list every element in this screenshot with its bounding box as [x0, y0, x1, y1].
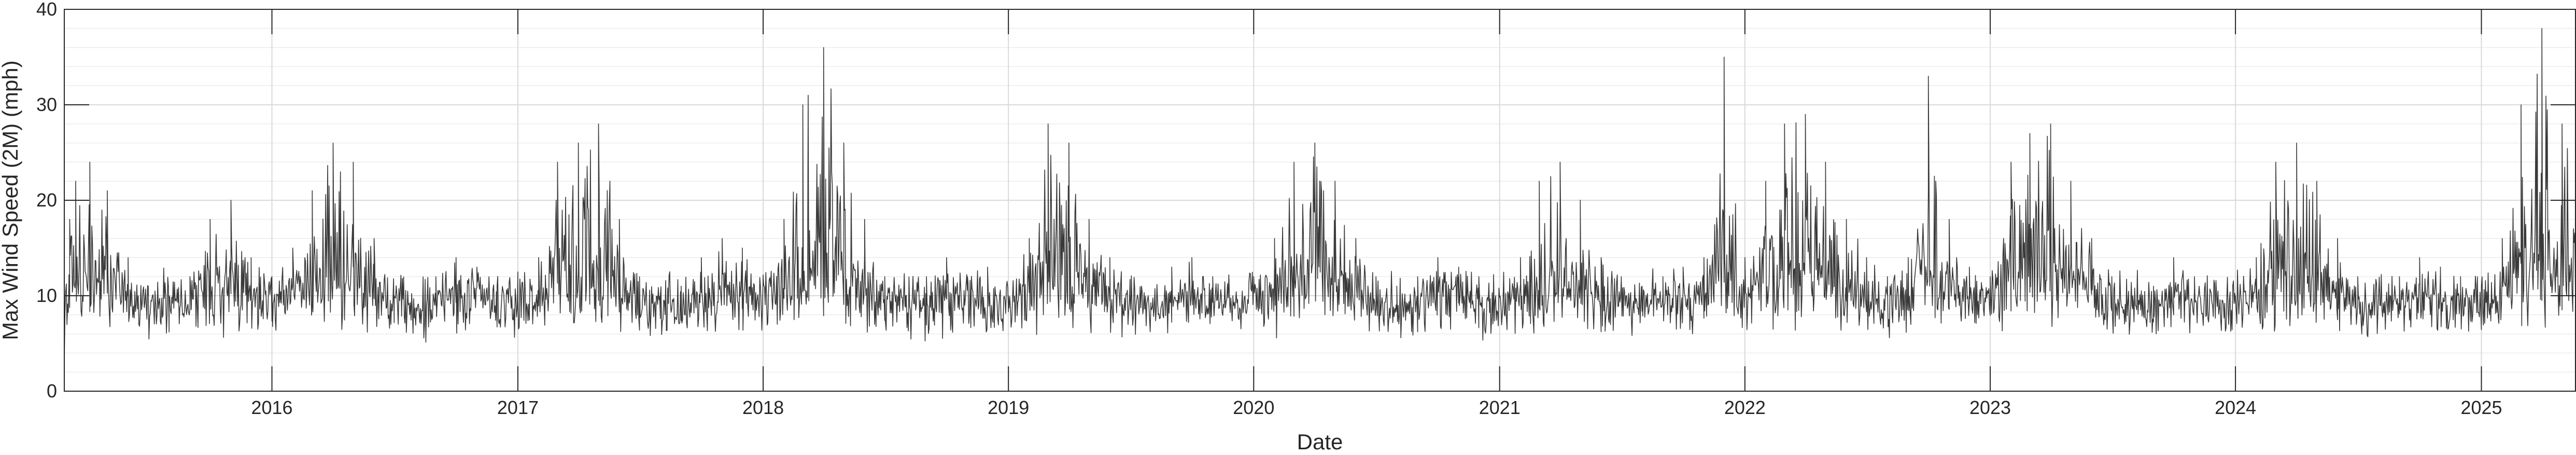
x-tick-label: 2019: [988, 397, 1029, 418]
x-tick-label: 2021: [1479, 397, 1521, 418]
y-axis-label: Max Wind Speed (2M) (mph): [0, 60, 22, 340]
minor-grid: [64, 28, 2575, 373]
y-tick-label: 10: [36, 285, 57, 306]
y-tick-label: 30: [36, 94, 57, 115]
x-axis-label: Date: [1297, 430, 1343, 454]
x-tick-label: 2020: [1233, 397, 1274, 418]
axis-ticks: [64, 9, 2575, 392]
x-tick-label: 2025: [2460, 397, 2502, 418]
x-tick-label: 2023: [1969, 397, 2011, 418]
y-tick-label: 40: [36, 0, 57, 20]
major-grid: [64, 9, 2575, 391]
x-tick-label: 2018: [742, 397, 784, 418]
x-tick-label: 2022: [1724, 397, 1766, 418]
y-tick-label: 0: [47, 380, 57, 402]
x-tick-label: 2017: [497, 397, 539, 418]
x-tick-labels: 2016 2017 2018 2019 2020 2021 2022 2023 2024 2025: [251, 397, 2502, 418]
y-tick-labels: 0 10 20 30 40: [36, 0, 57, 402]
series-layer: [64, 27, 2576, 363]
wind-speed-series-line: [64, 27, 2576, 363]
y-tick-label: 20: [36, 189, 57, 211]
x-tick-label: 2016: [251, 397, 292, 418]
x-tick-label: 2024: [2215, 397, 2256, 418]
